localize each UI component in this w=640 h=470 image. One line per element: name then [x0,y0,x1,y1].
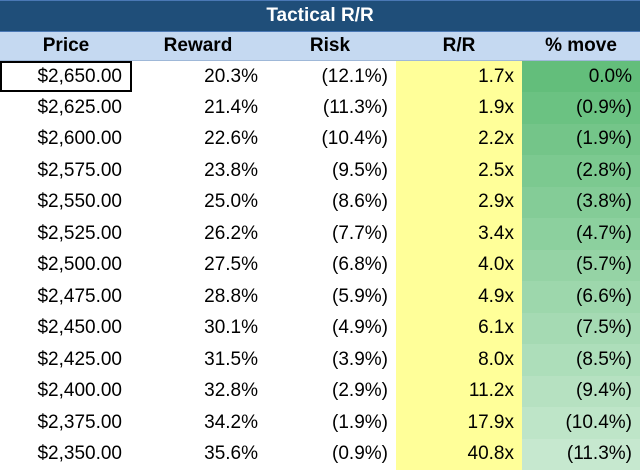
risk-cell[interactable]: (11.3%) [264,92,396,124]
risk-cell[interactable]: (5.9%) [264,281,396,313]
rr-cell[interactable]: 11.2x [396,376,522,408]
rr-cell[interactable]: 6.1x [396,313,522,345]
price-cell[interactable]: $2,650.00 [0,61,132,93]
move-cell[interactable]: (1.9%) [522,124,640,156]
move-cell[interactable]: (10.4%) [522,407,640,439]
rr-cell[interactable]: 1.9x [396,92,522,124]
price-cell[interactable]: $2,350.00 [0,439,132,470]
header-risk: Risk [264,32,396,61]
price-cell[interactable]: $2,625.00 [0,92,132,124]
move-cell[interactable]: 0.0% [522,61,640,93]
risk-cell[interactable]: (9.5%) [264,155,396,187]
rr-cell[interactable]: 1.7x [396,61,522,93]
reward-cell[interactable]: 25.0% [132,187,264,219]
rr-cell[interactable]: 3.4x [396,218,522,250]
reward-cell[interactable]: 31.5% [132,344,264,376]
price-cell[interactable]: $2,425.00 [0,344,132,376]
price-cell[interactable]: $2,500.00 [0,250,132,282]
risk-cell[interactable]: (10.4%) [264,124,396,156]
risk-cell[interactable]: (12.1%) [264,61,396,93]
rr-cell[interactable]: 17.9x [396,407,522,439]
reward-cell[interactable]: 22.6% [132,124,264,156]
header-reward: Reward [132,32,264,61]
move-cell[interactable]: (6.6%) [522,281,640,313]
risk-cell[interactable]: (6.8%) [264,250,396,282]
reward-cell[interactable]: 35.6% [132,439,264,470]
rr-cell[interactable]: 40.8x [396,439,522,470]
rr-cell[interactable]: 2.2x [396,124,522,156]
price-cell[interactable]: $2,600.00 [0,124,132,156]
move-cell[interactable]: (8.5%) [522,344,640,376]
reward-cell[interactable]: 27.5% [132,250,264,282]
rr-cell[interactable]: 2.9x [396,187,522,219]
reward-cell[interactable]: 34.2% [132,407,264,439]
risk-cell[interactable]: (8.6%) [264,187,396,219]
header-price: Price [0,32,132,61]
rr-cell[interactable]: 4.9x [396,281,522,313]
reward-cell[interactable]: 20.3% [132,61,264,93]
move-cell[interactable]: (2.8%) [522,155,640,187]
price-cell[interactable]: $2,375.00 [0,407,132,439]
reward-cell[interactable]: 23.8% [132,155,264,187]
move-cell[interactable]: (7.5%) [522,313,640,345]
move-cell[interactable]: (4.7%) [522,218,640,250]
header-move: % move [522,32,640,61]
reward-cell[interactable]: 30.1% [132,313,264,345]
price-cell[interactable]: $2,525.00 [0,218,132,250]
price-cell[interactable]: $2,400.00 [0,376,132,408]
rr-cell[interactable]: 8.0x [396,344,522,376]
reward-cell[interactable]: 28.8% [132,281,264,313]
risk-cell[interactable]: (7.7%) [264,218,396,250]
rr-cell[interactable]: 2.5x [396,155,522,187]
risk-cell[interactable]: (4.9%) [264,313,396,345]
header-row: Price Reward Risk R/R % move [0,32,640,61]
table-title: Tactical R/R [0,0,640,32]
risk-cell[interactable]: (1.9%) [264,407,396,439]
price-cell[interactable]: $2,475.00 [0,281,132,313]
reward-cell[interactable]: 32.8% [132,376,264,408]
price-cell[interactable]: $2,450.00 [0,313,132,345]
rr-cell[interactable]: 4.0x [396,250,522,282]
price-cell[interactable]: $2,550.00 [0,187,132,219]
risk-cell[interactable]: (3.9%) [264,344,396,376]
reward-cell[interactable]: 21.4% [132,92,264,124]
move-cell[interactable]: (9.4%) [522,376,640,408]
price-cell[interactable]: $2,575.00 [0,155,132,187]
header-rr: R/R [396,32,522,61]
move-cell[interactable]: (5.7%) [522,250,640,282]
risk-cell[interactable]: (0.9%) [264,439,396,470]
move-cell[interactable]: (0.9%) [522,92,640,124]
risk-cell[interactable]: (2.9%) [264,376,396,408]
move-cell[interactable]: (11.3%) [522,439,640,470]
move-cell[interactable]: (3.8%) [522,187,640,219]
reward-cell[interactable]: 26.2% [132,218,264,250]
